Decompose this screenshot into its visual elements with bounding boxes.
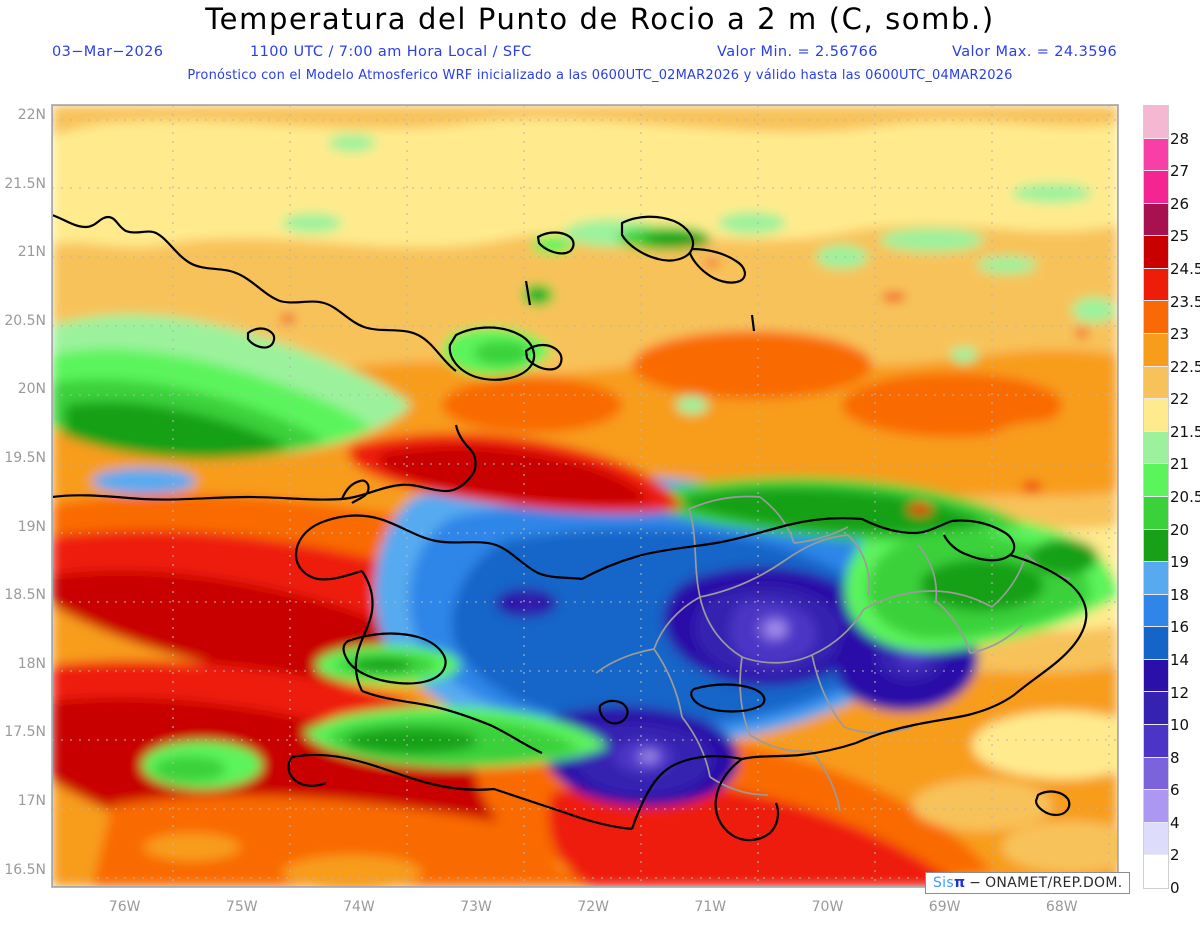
colorbar-tick-label: 4 [1170, 813, 1180, 832]
longitude-tick-label: 76W [108, 899, 141, 915]
latitude-tick-label: 21N [17, 244, 46, 261]
longitude-tick-label: 68W [1045, 899, 1078, 915]
colorbar-cell [1144, 562, 1168, 595]
coastlines [52, 213, 1088, 842]
colorbar-tick-label: 21.5 [1170, 422, 1200, 441]
colorbar-cell [1144, 203, 1168, 237]
longitude-tick-label: 75W [225, 899, 258, 915]
colorbar-cell [1144, 268, 1168, 302]
longitude-tick-label: 74W [343, 899, 375, 915]
colorbar-tick-label: 16 [1170, 618, 1190, 637]
colorbar-tick-label: 26 [1170, 194, 1190, 213]
colorbar-tick-label: 20 [1170, 520, 1190, 539]
colorbar-tick-label: 22.5 [1170, 357, 1200, 376]
page-title: Temperatura del Punto de Rocio a 2 m (C,… [205, 2, 995, 36]
lat-lon-gridlines [52, 105, 1118, 887]
colorbar-cell [1144, 724, 1168, 758]
longitude-tick-label: 70W [811, 899, 844, 915]
latitude-tick-label: 21.5N [4, 175, 46, 192]
colorbar-tick-label: 24.5 [1170, 259, 1200, 278]
colorbar-tick-label: 10 [1170, 716, 1190, 735]
colorbar-labels: 0 2 4 6 8 10 12 14 16 18 19 20 20.5 21 21.5 22 22.5 23 23.… [1170, 105, 1200, 897]
colorbar-tick-label: 18 [1170, 585, 1190, 604]
colorbar-tick-label: 19 [1170, 553, 1190, 572]
latitude-tick-label: 16.5N [4, 861, 46, 878]
value-max: Valor Max. = 24.3596 [952, 44, 1118, 60]
chart-header: Temperatura del Punto de Rocio a 2 m (C,… [0, 0, 1200, 95]
colorbar-tick-label: 0 [1170, 879, 1180, 897]
colorbar-tick-label: 21 [1170, 455, 1190, 474]
colorbar-cell [1144, 106, 1168, 139]
colorbar-cell [1144, 171, 1168, 204]
badge-organization: ONAMET/REP.DOM. [985, 875, 1123, 891]
colorbar-cell [1144, 757, 1168, 791]
colorbar-tick-label: 8 [1170, 748, 1180, 767]
colorbar[interactable] [1143, 105, 1169, 889]
attribution-badge: Sis π − ONAMET/REP.DOM. [925, 872, 1131, 894]
colorbar-tick-label: 23 [1170, 325, 1190, 344]
value-min: Valor Min. = 2.56766 [717, 44, 878, 60]
colorbar-cell [1144, 692, 1168, 725]
badge-brand-pi: π [953, 875, 966, 891]
latitude-tick-label: 22N [17, 106, 46, 123]
latitude-tick-label: 17N [17, 792, 46, 809]
latitude-tick-label: 19.5N [4, 449, 46, 466]
colorbar-tick-label: 27 [1170, 162, 1190, 181]
map-plot-area[interactable] [51, 104, 1119, 888]
colorbar-tick-label: 28 [1170, 129, 1190, 148]
longitude-tick-label: 72W [577, 899, 610, 915]
colorbar-cell [1144, 236, 1168, 269]
colorbar-cell [1144, 366, 1168, 400]
colorbar-cell [1144, 529, 1168, 563]
longitude-tick-label: 73W [460, 899, 492, 915]
dewpoint-contour-map [52, 105, 1118, 887]
longitude-tick-label: 69W [928, 899, 961, 915]
colorbar-tick-label: 2 [1170, 846, 1180, 865]
longitude-tick-label: 71W [694, 899, 727, 915]
colorbar-cell [1144, 464, 1168, 497]
latitude-tick-label: 19N [17, 518, 46, 535]
subtitle-line-1: 03−Mar−2026 1100 UTC / 7:00 am Hora Loca… [0, 44, 1200, 64]
province-borders [595, 495, 1071, 812]
colorbar-cell [1144, 855, 1168, 888]
contour-field [52, 105, 1118, 887]
colorbar-cell [1144, 399, 1168, 432]
forecast-time: 1100 UTC / 7:00 am Hora Local / SFC [250, 44, 532, 60]
colorbar-cell [1144, 822, 1168, 856]
colorbar-cell [1144, 431, 1168, 465]
colorbar-cell [1144, 496, 1168, 530]
colorbar-tick-label: 22 [1170, 390, 1190, 409]
colorbar-tick-label: 23.5 [1170, 292, 1200, 311]
latitude-tick-label: 17.5N [4, 724, 46, 741]
latitude-tick-label: 20N [17, 381, 46, 398]
badge-dash: − [969, 875, 982, 891]
latitude-tick-label: 18N [17, 655, 46, 672]
colorbar-cell [1144, 334, 1168, 367]
colorbar-cell [1144, 301, 1168, 335]
latitude-tick-label: 18.5N [4, 587, 46, 604]
colorbar-cell [1144, 659, 1168, 693]
colorbar-cell [1144, 594, 1168, 628]
colorbar-tick-label: 25 [1170, 227, 1190, 246]
latitude-tick-label: 20.5N [4, 312, 46, 329]
colorbar-tick-label: 12 [1170, 683, 1190, 702]
colorbar-tick-label: 20.5 [1170, 488, 1200, 506]
forecast-date: 03−Mar−2026 [52, 44, 164, 60]
badge-brand-sis: Sis [933, 875, 954, 891]
colorbar-cell [1144, 790, 1168, 823]
colorbar-cell [1144, 138, 1168, 172]
colorbar-tick-label: 14 [1170, 650, 1190, 669]
model-note: Pronóstico con el Modelo Atmosferico WRF… [187, 68, 1013, 83]
colorbar-tick-label: 6 [1170, 781, 1180, 800]
colorbar-cell [1144, 627, 1168, 660]
